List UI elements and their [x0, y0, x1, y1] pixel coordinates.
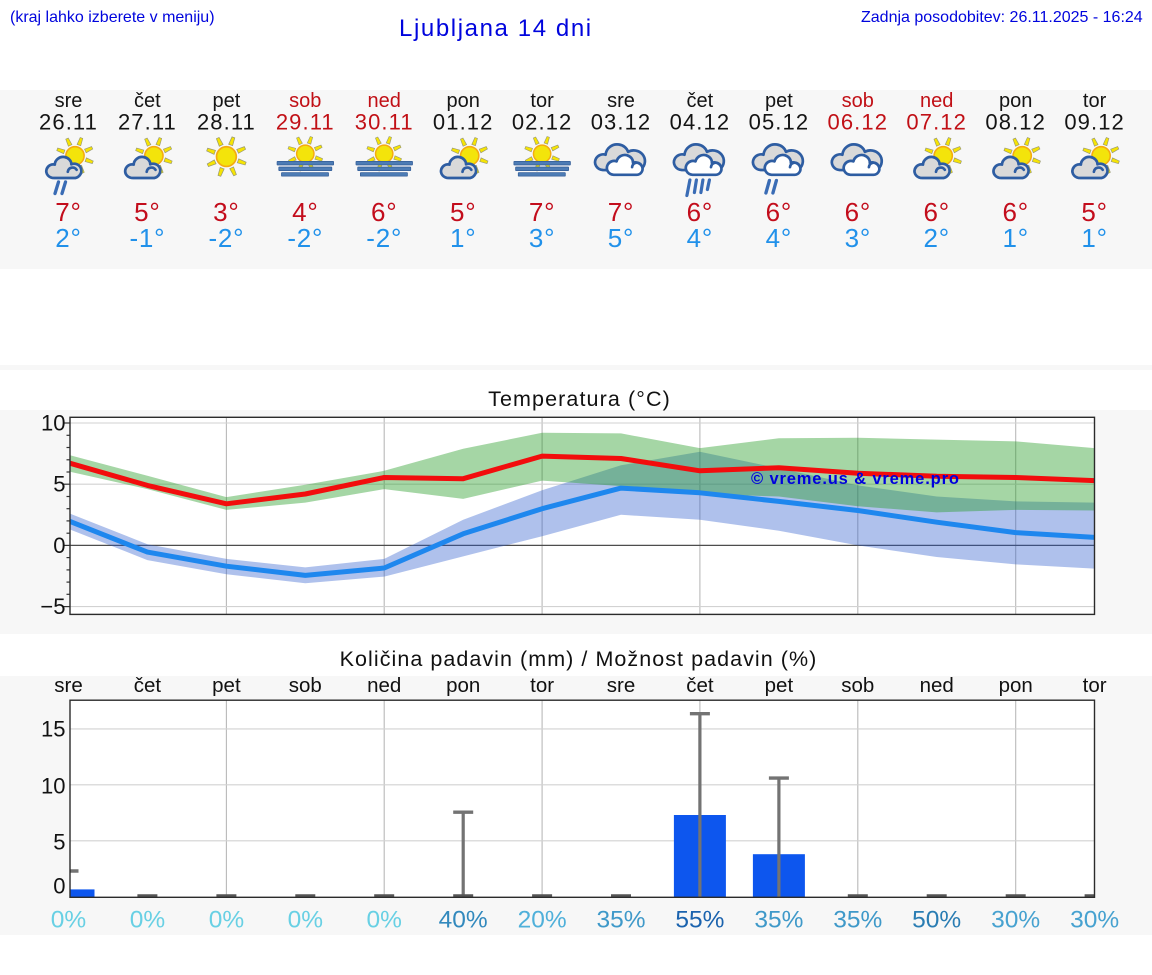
svg-text:7°: 7° — [55, 197, 81, 227]
svg-text:35%: 35% — [754, 907, 803, 934]
svg-text:5°: 5° — [1081, 197, 1107, 227]
svg-text:čet: čet — [687, 90, 714, 112]
svg-text:-1°: -1° — [129, 223, 165, 253]
svg-text:pet: pet — [765, 674, 794, 697]
svg-text:6°: 6° — [845, 197, 871, 227]
svg-text:pet: pet — [765, 90, 793, 112]
svg-text:30%: 30% — [1070, 907, 1119, 934]
svg-text:-2°: -2° — [366, 223, 402, 253]
svg-text:07.12: 07.12 — [906, 110, 967, 135]
svg-text:Količina padavin (mm) / Možnos: Količina padavin (mm) / Možnost padavin … — [340, 647, 818, 671]
svg-text:5: 5 — [53, 830, 65, 855]
svg-text:08.12: 08.12 — [985, 110, 1046, 135]
svg-text:40%: 40% — [439, 907, 488, 934]
svg-text:3°: 3° — [529, 223, 555, 253]
svg-text:5°: 5° — [134, 197, 160, 227]
svg-text:15: 15 — [41, 717, 65, 742]
svg-text:7°: 7° — [608, 197, 634, 227]
svg-text:35%: 35% — [596, 907, 645, 934]
svg-text:pet: pet — [212, 674, 241, 697]
svg-text:4°: 4° — [292, 197, 318, 227]
svg-text:tor: tor — [530, 674, 554, 697]
svg-text:50%: 50% — [912, 907, 961, 934]
svg-text:28.11: 28.11 — [197, 110, 256, 135]
svg-text:sob: sob — [842, 90, 874, 112]
svg-text:3°: 3° — [213, 197, 239, 227]
svg-text:02.12: 02.12 — [512, 110, 573, 135]
svg-text:sre: sre — [55, 90, 83, 112]
svg-text:05.12: 05.12 — [749, 110, 810, 135]
svg-text:30%: 30% — [991, 907, 1040, 934]
svg-text:-2°: -2° — [208, 223, 244, 253]
svg-text:0: 0 — [53, 533, 65, 558]
svg-text:20%: 20% — [518, 907, 567, 934]
svg-text:5°: 5° — [450, 197, 476, 227]
svg-text:0%: 0% — [366, 907, 401, 934]
svg-text:2°: 2° — [923, 223, 949, 253]
svg-text:5: 5 — [53, 472, 65, 497]
svg-text:sob: sob — [841, 674, 874, 697]
svg-text:pet: pet — [212, 90, 240, 112]
svg-text:6°: 6° — [371, 197, 397, 227]
svg-text:1°: 1° — [1081, 223, 1107, 253]
svg-text:−5: −5 — [40, 594, 65, 619]
svg-text:ned: ned — [920, 674, 954, 697]
svg-text:sob: sob — [289, 90, 321, 112]
svg-text:6°: 6° — [766, 197, 792, 227]
svg-text:© vreme.us & vreme.pro: © vreme.us & vreme.pro — [751, 470, 960, 488]
svg-text:01.12: 01.12 — [433, 110, 494, 135]
svg-text:čet: čet — [134, 674, 162, 697]
svg-text:ned: ned — [367, 674, 401, 697]
svg-text:55%: 55% — [675, 907, 724, 934]
svg-text:27.11: 27.11 — [118, 110, 177, 135]
svg-text:0: 0 — [53, 874, 65, 899]
svg-text:ned: ned — [920, 90, 953, 112]
svg-text:čet: čet — [686, 674, 714, 697]
svg-text:0%: 0% — [51, 907, 86, 934]
svg-text:03.12: 03.12 — [591, 110, 652, 135]
svg-text:04.12: 04.12 — [670, 110, 731, 135]
svg-text:7°: 7° — [529, 197, 555, 227]
svg-text:0%: 0% — [288, 907, 323, 934]
svg-text:pon: pon — [446, 674, 480, 697]
svg-text:pon: pon — [447, 90, 480, 112]
svg-text:5°: 5° — [608, 223, 634, 253]
svg-text:tor: tor — [1083, 674, 1107, 697]
svg-text:10: 10 — [41, 774, 65, 799]
svg-text:1°: 1° — [450, 223, 476, 253]
svg-text:Temperatura (°C): Temperatura (°C) — [488, 387, 671, 411]
svg-text:09.12: 09.12 — [1064, 110, 1125, 135]
svg-text:26.11: 26.11 — [39, 110, 98, 135]
svg-text:6°: 6° — [923, 197, 949, 227]
svg-text:6°: 6° — [1002, 197, 1028, 227]
svg-text:sre: sre — [607, 90, 635, 112]
svg-text:1°: 1° — [1002, 223, 1028, 253]
svg-text:sre: sre — [607, 674, 635, 697]
svg-text:sre: sre — [54, 674, 82, 697]
svg-text:4°: 4° — [687, 223, 713, 253]
svg-text:pon: pon — [999, 674, 1033, 697]
svg-text:tor: tor — [1083, 90, 1107, 112]
svg-text:29.11: 29.11 — [276, 110, 335, 135]
svg-text:0%: 0% — [130, 907, 165, 934]
svg-text:-2°: -2° — [287, 223, 323, 253]
svg-text:4°: 4° — [766, 223, 792, 253]
svg-text:čet: čet — [134, 90, 161, 112]
svg-text:3°: 3° — [845, 223, 871, 253]
svg-text:6°: 6° — [687, 197, 713, 227]
svg-text:tor: tor — [530, 90, 554, 112]
svg-text:pon: pon — [999, 90, 1032, 112]
svg-text:ned: ned — [368, 90, 401, 112]
svg-text:06.12: 06.12 — [828, 110, 889, 135]
svg-text:sob: sob — [289, 674, 322, 697]
svg-text:0%: 0% — [209, 907, 244, 934]
svg-text:10: 10 — [41, 411, 65, 436]
svg-text:35%: 35% — [833, 907, 882, 934]
svg-text:2°: 2° — [55, 223, 81, 253]
svg-text:30.11: 30.11 — [355, 110, 414, 135]
